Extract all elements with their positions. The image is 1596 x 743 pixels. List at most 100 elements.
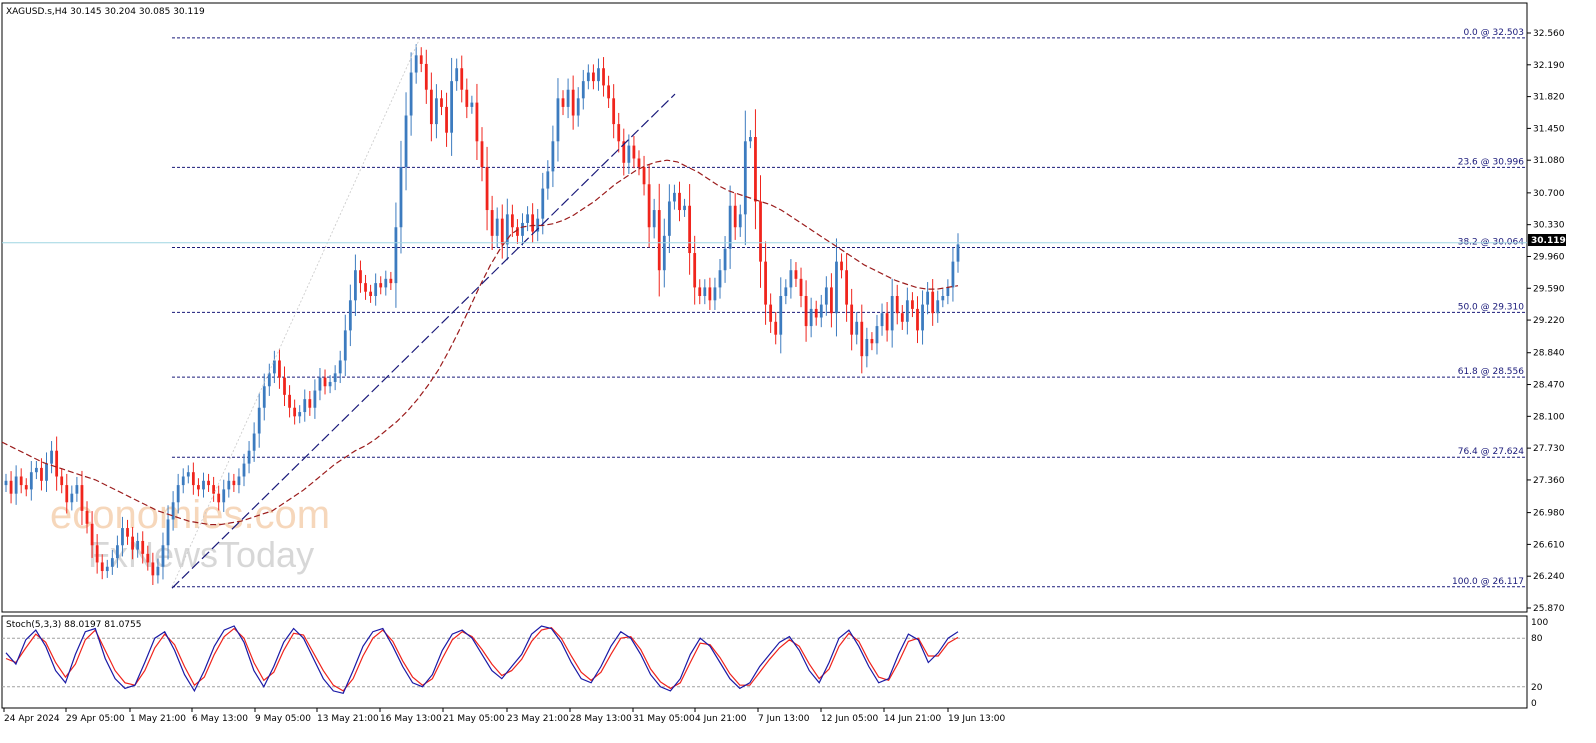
candle-body: [90, 523, 94, 546]
candle-body: [657, 210, 661, 271]
candle-body: [166, 519, 170, 546]
candle-body: [723, 248, 727, 271]
time-tick-label: 28 May 13:00: [570, 714, 632, 724]
candle-body: [875, 326, 879, 344]
fib-level-label: 0.0 @ 32.503: [1463, 28, 1524, 38]
candle-body: [272, 360, 276, 374]
candle-body: [835, 261, 838, 314]
candle-body: [804, 296, 808, 327]
time-tick-label: 9 May 05:00: [255, 714, 311, 724]
candle-body: [197, 485, 200, 490]
candle-body: [748, 136, 752, 142]
time-tick-label: 31 May 05:00: [633, 714, 695, 724]
candle-body: [50, 450, 53, 464]
price-tick-label: 28.840: [1533, 349, 1565, 359]
candle-body: [232, 480, 236, 486]
stochastic-panel-frame: [1, 615, 1528, 709]
candle-body: [293, 407, 297, 417]
candle-body: [541, 188, 545, 219]
stochastic-info: Stoch(5,3,3) 88.0197 81.0755: [6, 620, 141, 630]
candle-body: [956, 244, 960, 262]
candle-body: [333, 373, 337, 382]
candle-body: [414, 55, 418, 73]
candle-body: [181, 476, 185, 486]
time-tick-label: 21 May 05:00: [443, 714, 505, 724]
candle-body: [733, 205, 737, 228]
time-tick-label: 6 May 13:00: [192, 714, 248, 724]
candle-body: [637, 158, 641, 168]
candle-body: [642, 167, 646, 185]
price-tick-label: 30.700: [1533, 189, 1565, 199]
candle-body: [667, 201, 671, 236]
candle-body: [860, 321, 864, 357]
fibonacci-diagonal: [171, 37, 421, 587]
candle-body: [941, 296, 945, 301]
candle-body: [505, 214, 509, 245]
candle-body: [597, 68, 600, 82]
time-tick-label: 1 May 21:00: [130, 714, 186, 724]
candle-body: [242, 463, 246, 477]
candle-body: [622, 141, 626, 163]
candle-body: [774, 321, 778, 335]
candle-body: [60, 476, 64, 486]
candle-body: [738, 214, 742, 228]
candle-body: [571, 89, 575, 116]
candle-body: [627, 145, 631, 163]
candle-body: [698, 287, 702, 297]
candle-body: [364, 283, 367, 292]
candle-body: [323, 377, 327, 387]
price-tick-label: 29.590: [1533, 284, 1565, 294]
moving-average-line: [1, 159, 959, 526]
candle-body: [4, 480, 8, 486]
candle-body: [799, 278, 803, 297]
time-tick-label: 12 Jun 05:00: [821, 714, 878, 724]
candle-body: [764, 261, 767, 305]
candle-body: [303, 399, 307, 413]
candle-body: [171, 502, 175, 520]
price-tick-label: 26.240: [1533, 572, 1565, 582]
candle-body: [369, 291, 372, 297]
candle-body: [288, 394, 291, 408]
candle-body: [156, 566, 160, 576]
candle-body: [110, 558, 114, 567]
price-tick-label: 25.870: [1533, 604, 1565, 614]
candle-body: [728, 205, 732, 249]
candle-body: [409, 72, 413, 116]
candle-body: [921, 304, 924, 331]
candle-body: [404, 115, 408, 168]
time-tick-label: 7 Jun 13:00: [758, 714, 810, 724]
stochastic-signal-line: [5, 627, 959, 692]
candle-body: [850, 304, 854, 335]
candle-body: [359, 270, 362, 284]
candle-body: [298, 412, 302, 417]
candle-body: [424, 63, 428, 90]
stochastic-panel[interactable]: Stoch(5,3,3) 88.0197 81.0755: [1, 615, 1528, 709]
price-axis[interactable]: 32.560 32.190 31.820 31.450 31.080 30.700 30.3…: [1527, 29, 1565, 614]
candle-body: [789, 270, 793, 288]
candle-body: [212, 485, 216, 494]
candle-body: [354, 270, 357, 301]
candle-body: [126, 528, 129, 537]
candle-body: [485, 167, 489, 211]
time-tick-label: 13 May 21:00: [317, 714, 379, 724]
candle-body: [794, 270, 798, 279]
candle-body: [779, 296, 783, 335]
candle-body: [95, 545, 99, 563]
candle-body: [490, 210, 494, 236]
stochastic-levels: [2, 637, 1527, 688]
candle-body: [328, 381, 332, 387]
time-tick-label: 24 Apr 2024: [4, 714, 60, 724]
candle-body: [105, 566, 109, 572]
time-axis[interactable]: 24 Apr 2024 29 Apr 05:00 1 May 21:00 6 May …: [3, 708, 1005, 724]
candle-body: [24, 485, 28, 490]
trend-line[interactable]: [171, 93, 676, 589]
candle-body: [318, 377, 322, 391]
price-tick-label: 28.470: [1533, 381, 1565, 391]
candle-body: [207, 480, 210, 486]
candle-body: [455, 68, 459, 82]
price-tick-label: 28.100: [1533, 412, 1565, 422]
stochastic-tick-label: 100: [1531, 618, 1548, 628]
